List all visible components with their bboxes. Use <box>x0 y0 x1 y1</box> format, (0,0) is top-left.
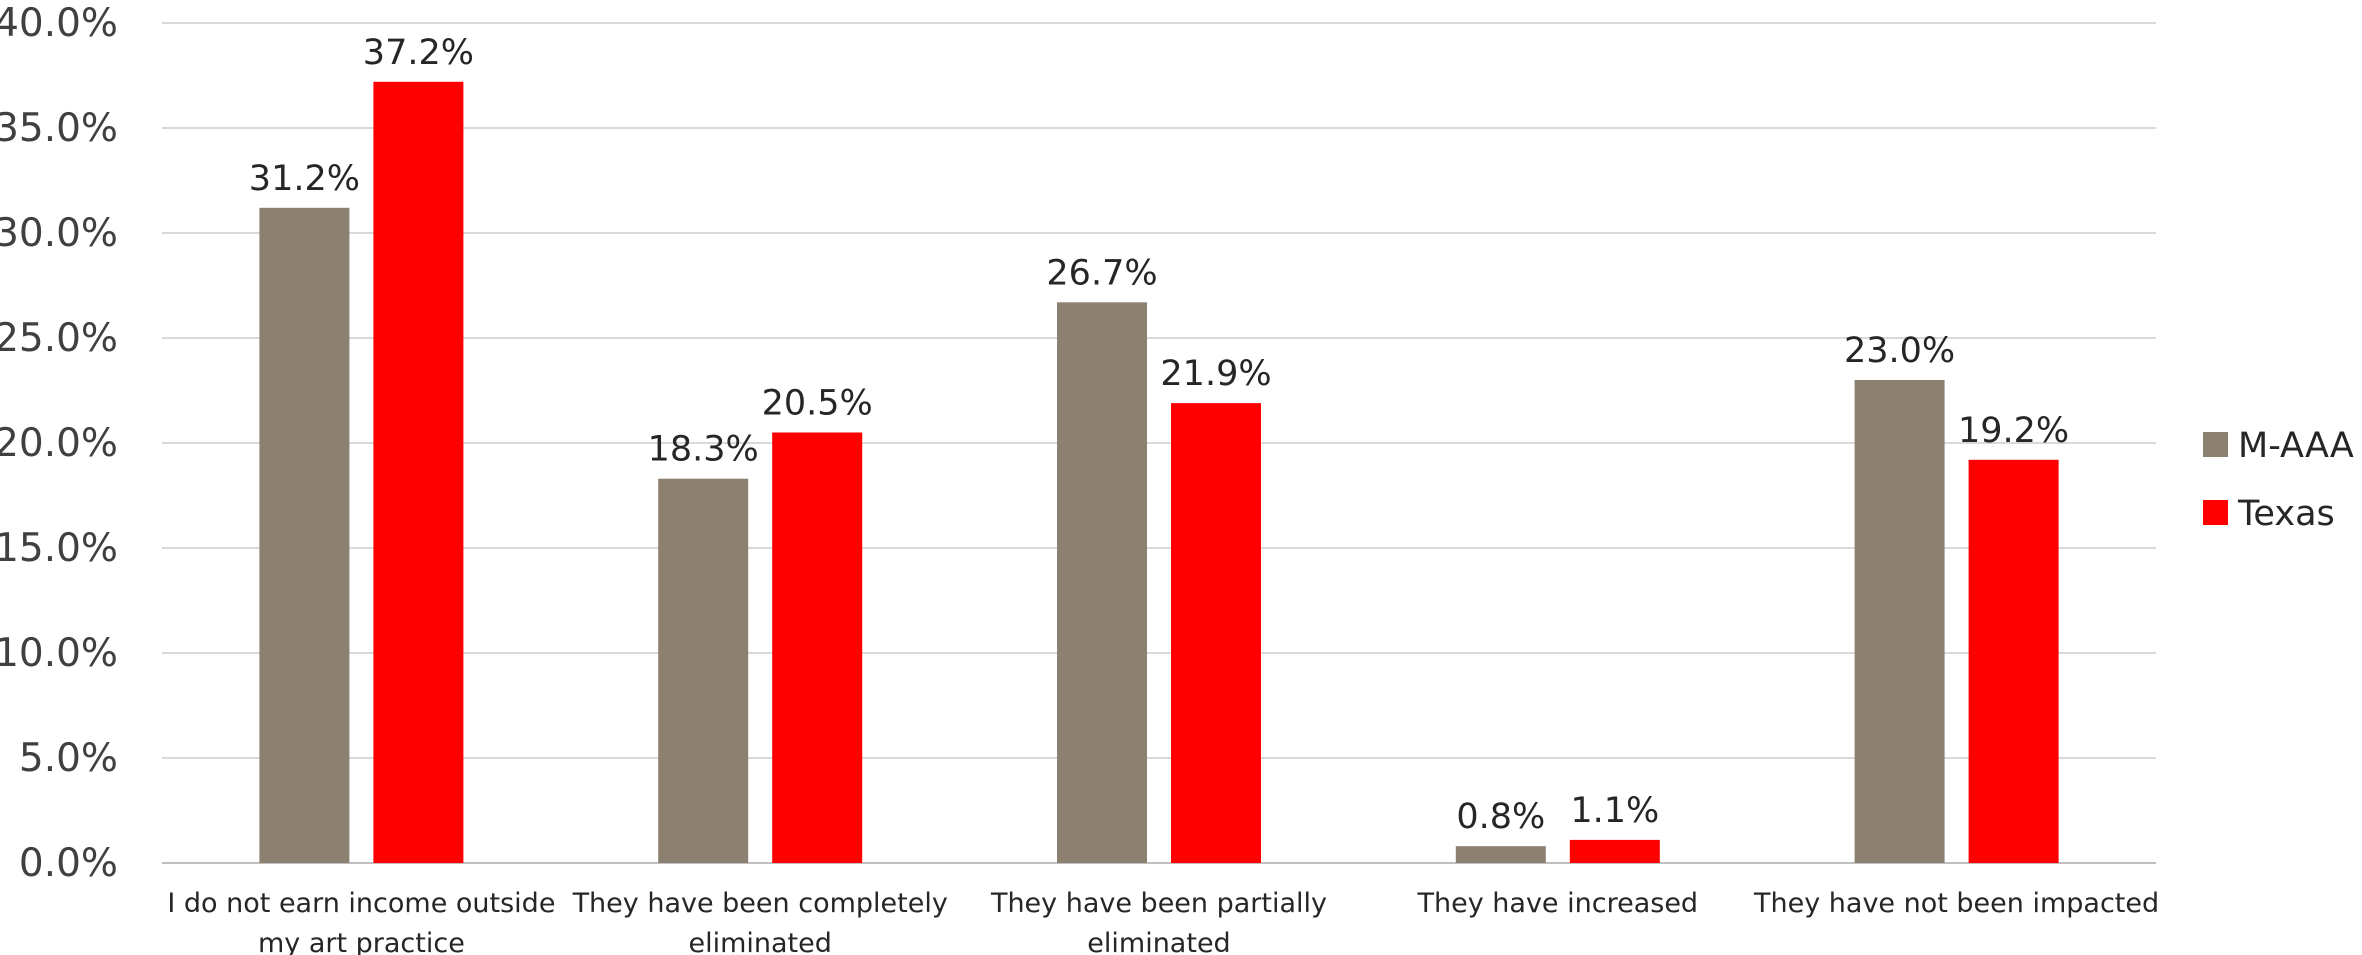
data-label: 18.3% <box>648 430 759 470</box>
data-label: 31.2% <box>249 159 360 199</box>
y-tick-label: 35.0% <box>0 106 118 151</box>
legend: M-AAA Texas <box>2203 426 2354 534</box>
bar-m-aaa <box>1057 302 1147 863</box>
category-label: They have not been impacted <box>1753 888 2159 919</box>
y-tick-label: 30.0% <box>0 211 118 256</box>
data-label: 19.2% <box>1958 411 2069 451</box>
data-label: 20.5% <box>762 384 873 424</box>
y-tick-label: 25.0% <box>0 316 118 361</box>
category-label: They have been completely eliminated <box>572 888 948 955</box>
bar-texas <box>1968 459 2059 863</box>
data-label: 1.1% <box>1570 791 1659 831</box>
bar-m-aaa <box>1854 380 1945 863</box>
legend-swatch <box>2203 432 2228 457</box>
bar-texas <box>373 81 464 864</box>
data-label: 0.8% <box>1456 797 1545 837</box>
bar-m-aaa <box>259 207 350 864</box>
bar-texas <box>1569 839 1660 863</box>
y-tick-label: 15.0% <box>0 526 118 571</box>
data-labels: 31.2% 37.2% 18.3%20.5% 26.7% 21.9% 0.8% 1.1% 23… <box>249 33 2069 837</box>
legend-label: Texas <box>2237 494 2335 534</box>
bar-m-aaa <box>658 478 749 863</box>
y-tick-label: 10.0% <box>0 631 118 676</box>
y-tick-label: 40.0% <box>0 1 118 46</box>
gridlines <box>162 22 2156 864</box>
y-tick-label: 20.0% <box>0 421 118 466</box>
legend-label: M-AAA <box>2238 426 2354 466</box>
y-axis-tick-labels: 0.0% 5.0% 10.0% 15.0% 20.0% 25.0% 30.0% 35.0% 40… <box>0 1 118 886</box>
category-label: I do not earn income outside my art pract… <box>167 888 555 955</box>
data-label: 37.2% <box>363 33 474 73</box>
y-tick-label: 0.0% <box>19 841 118 886</box>
data-label: 26.7% <box>1046 253 1157 293</box>
data-label: 23.0% <box>1844 331 1955 371</box>
bars <box>259 81 2059 864</box>
category-label: They have been partially eliminated <box>990 888 1327 955</box>
data-label: 21.9% <box>1160 354 1271 394</box>
y-tick-label: 5.0% <box>19 736 118 781</box>
x-axis-category-labels: I do not earn income outside my art pract… <box>167 888 2159 955</box>
bar-texas <box>772 432 863 863</box>
category-label: They have increased <box>1417 888 1699 919</box>
legend-swatch <box>2203 500 2228 525</box>
bar-m-aaa <box>1455 846 1546 863</box>
bar-texas <box>1171 403 1261 863</box>
